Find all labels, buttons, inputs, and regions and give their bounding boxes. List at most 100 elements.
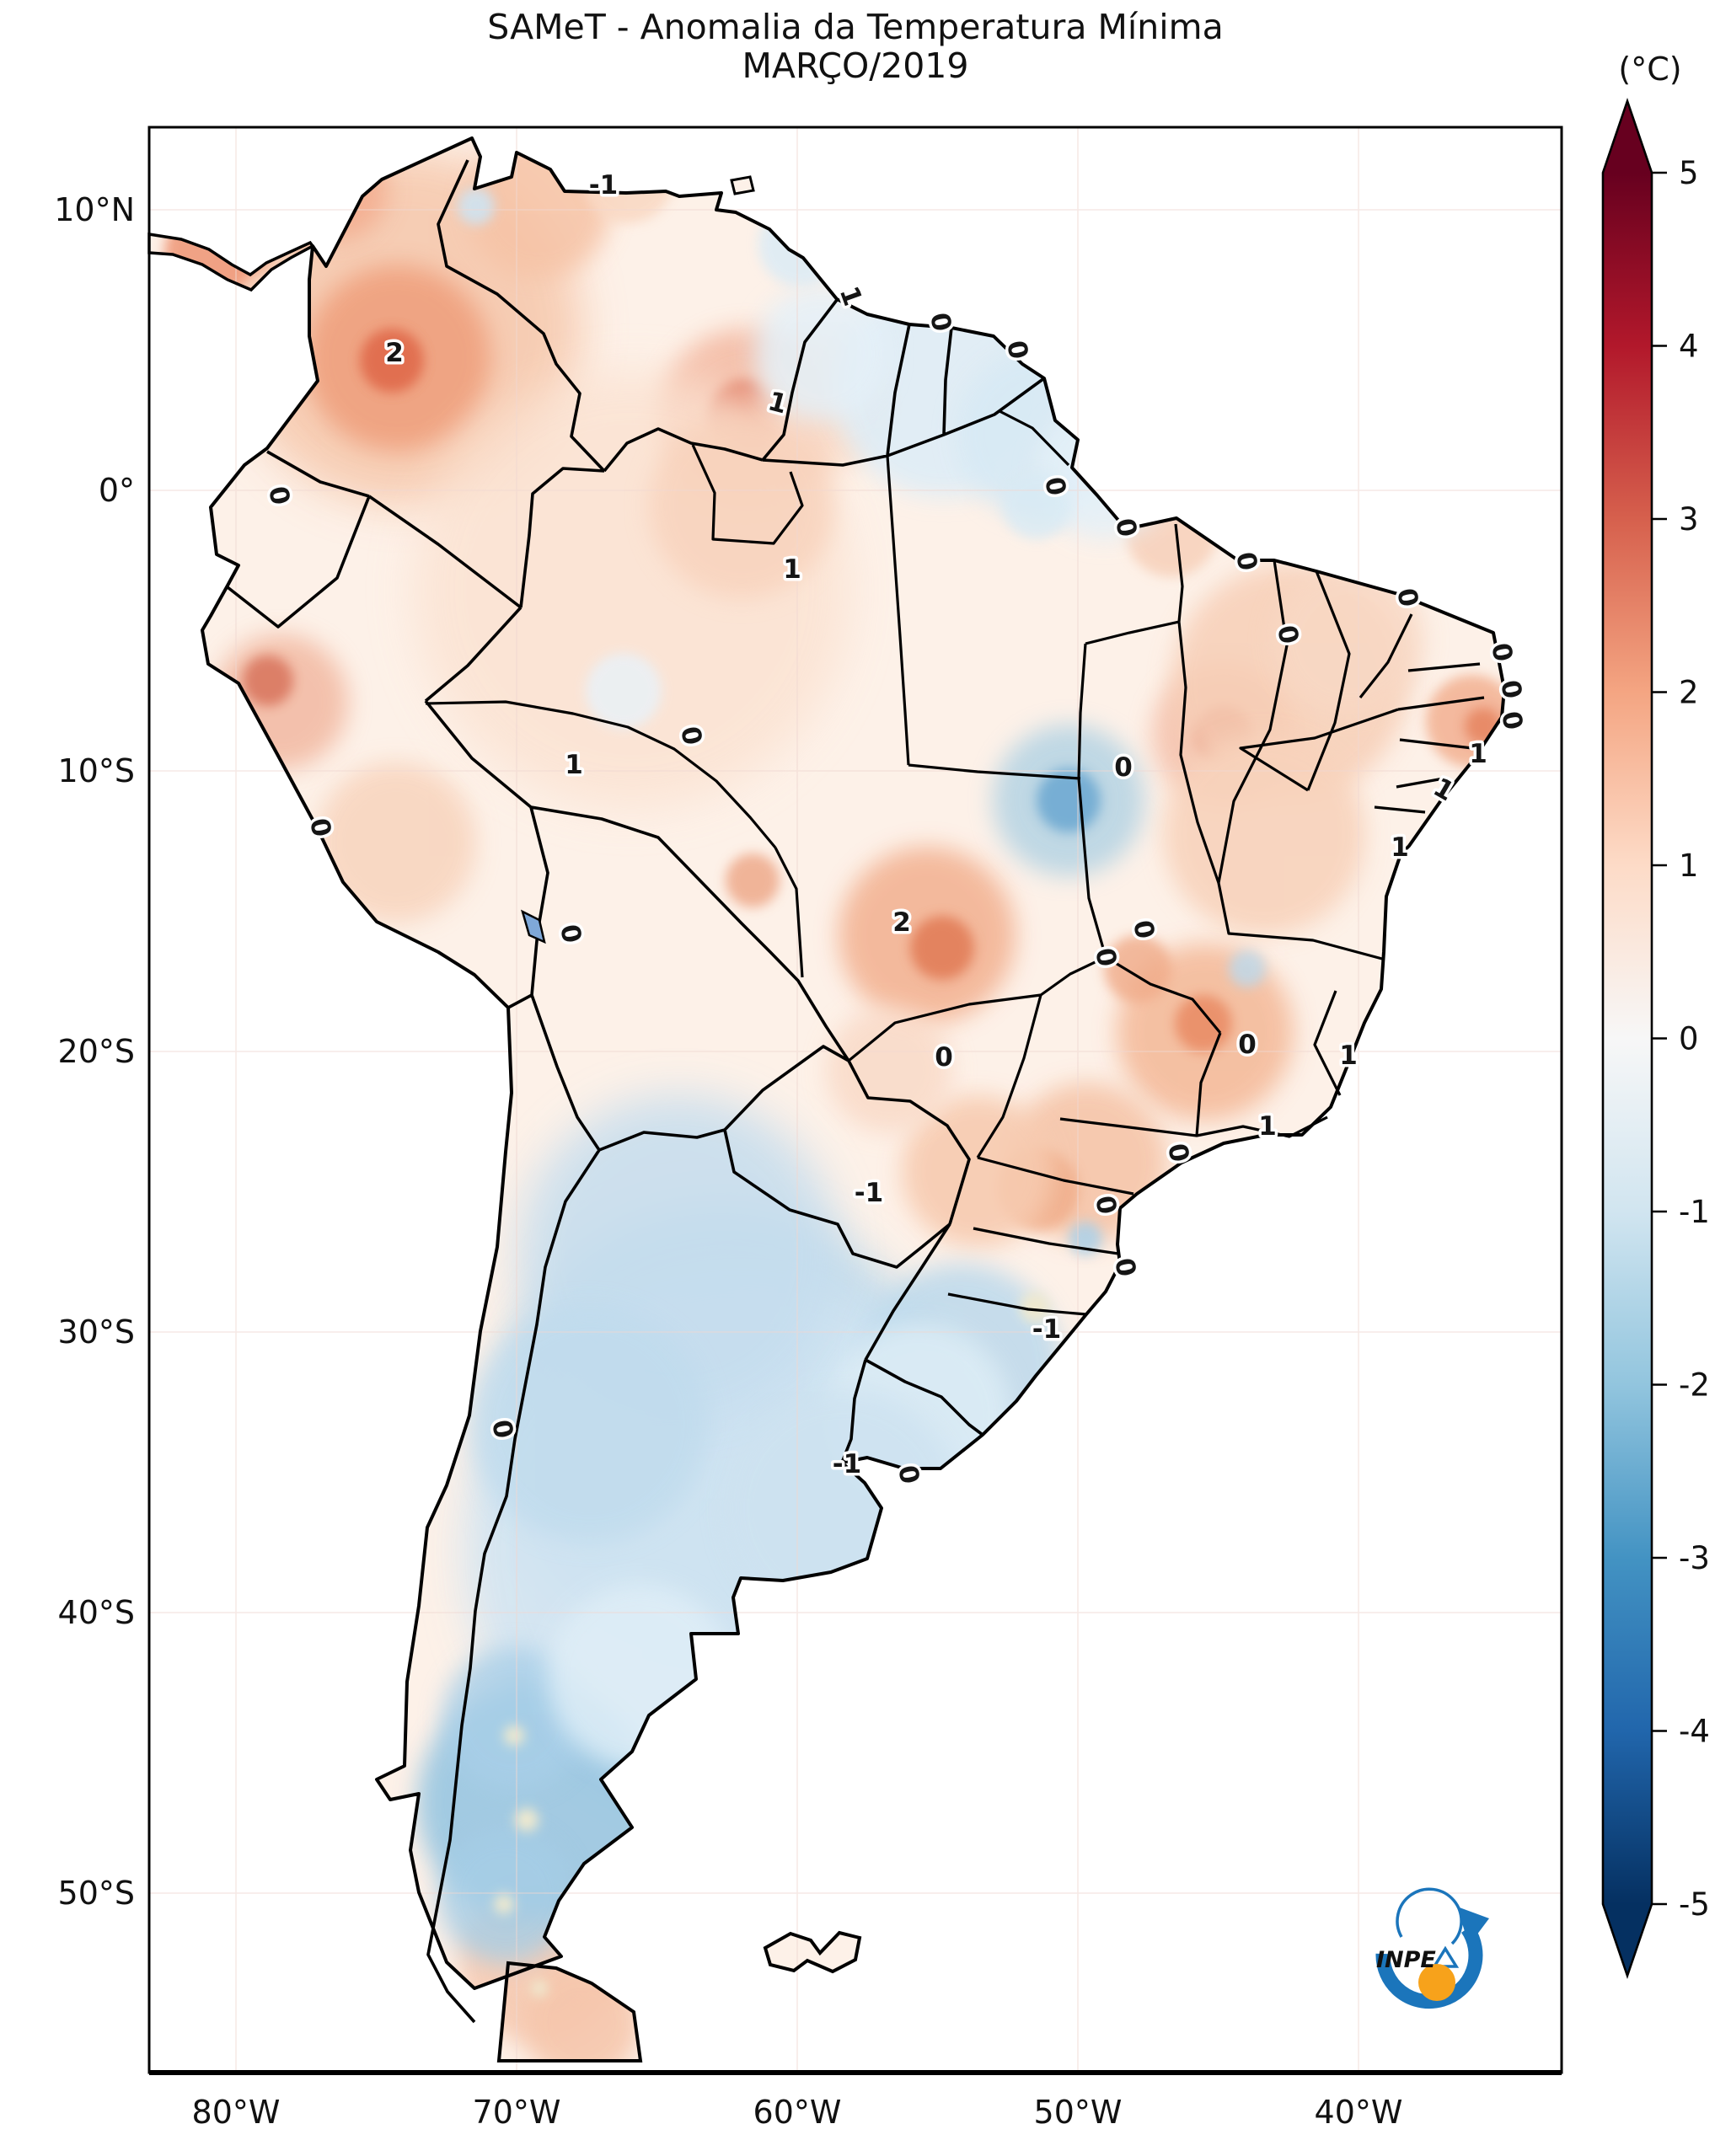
anomaly-blob [1175, 995, 1232, 1052]
nodata-patch [504, 1725, 524, 1746]
colorbar-tick-label: -5 [1679, 1886, 1710, 1923]
lat-tick-label: 10°N [54, 191, 135, 228]
brazil-state-borders [425, 409, 1485, 1316]
colorbar-tick-label: -2 [1679, 1367, 1710, 1404]
contour-value-label: 0 [1114, 752, 1133, 783]
colorbar-tick-label: -1 [1679, 1194, 1710, 1230]
colorbar-gradient [1603, 173, 1652, 1904]
inpe-logo: INPE [1375, 1887, 1489, 2009]
tierra-del-fuego-outline [496, 1961, 643, 2062]
colorbar-tick-label: 3 [1679, 501, 1699, 538]
lat-tick-label: 30°S [58, 1313, 135, 1351]
anomaly-blob [1229, 950, 1266, 987]
contour-value-label: -1 [1032, 1314, 1061, 1345]
contour-value-label: 2 [892, 907, 911, 938]
nodata-patches-layer [494, 1292, 1050, 1997]
contour-value-label: 1 [1258, 1111, 1277, 1142]
anomaly-blob [1273, 564, 1424, 716]
anomaly-blob [1163, 733, 1365, 935]
contour-value-label: -1 [833, 1449, 861, 1479]
lat-tick-label: 10°S [58, 752, 135, 789]
lake-titicaca [521, 909, 546, 944]
colorbar-tick-label: 0 [1679, 1021, 1699, 1057]
nodata-patch [515, 1808, 539, 1832]
anomaly-blob [910, 916, 974, 980]
inpe-logo-orbit-icon [1396, 1887, 1463, 1945]
longitude-axis: 80°W 70°W 60°W 50°W 40°W [192, 2094, 1403, 2131]
page-subtitle: MARÇO/2019 [742, 45, 969, 86]
contour-value-label: 2 [385, 338, 404, 368]
anomaly-blob [360, 329, 424, 393]
contour-value-label: -1 [589, 170, 618, 201]
country-borders [226, 159, 1046, 2024]
anomaly-blob [902, 1095, 1053, 1247]
nodata-patch [1020, 1292, 1050, 1323]
colorbar-tick-label: -4 [1679, 1714, 1710, 1750]
colorbar: (°C) 5 4 3 2 1 0 -1 -2 -3 -4 -5 [1601, 51, 1710, 1980]
colorbar-unit-label: (°C) [1618, 51, 1681, 88]
inpe-logo-down-arrow-icon [1431, 1945, 1460, 1968]
contour-value-label: 1 [1469, 739, 1487, 769]
inpe-logo-text: INPE [1376, 1947, 1436, 1973]
nodata-patch [494, 1894, 514, 1914]
anomaly-blob [726, 853, 780, 907]
anomaly-blob [458, 188, 495, 225]
anomaly-field [149, 138, 1504, 2061]
panama-isthmus-outline [147, 232, 315, 292]
contour-value-label: 1 [1339, 1041, 1358, 1071]
colorbar-over-arrow [1603, 101, 1652, 173]
lon-tick-label: 60°W [753, 2094, 842, 2131]
trinidad-outline [730, 175, 755, 195]
falkland-islands-outline [763, 1930, 862, 1974]
anomaly-blob [472, 1306, 708, 1542]
nodata-patch [531, 1980, 548, 1997]
lat-tick-label: 0° [99, 472, 135, 509]
contour-value-label: 0 [1271, 623, 1304, 647]
anomaly-blob [316, 762, 476, 923]
anomaly-blob [725, 1390, 961, 1626]
contour-value-label: 1 [1391, 832, 1409, 863]
anomaly-blob [1104, 935, 1171, 1003]
anomaly-blob [1003, 472, 1070, 539]
anomaly-blob [993, 725, 1144, 876]
anomaly-blob [758, 202, 843, 286]
colorbar-ticks: 5 4 3 2 1 0 -1 -2 -3 -4 -5 [1652, 155, 1710, 1923]
colorbar-tick-label: 4 [1679, 329, 1699, 365]
anomaly-blob [754, 286, 889, 421]
colorbar-tick-label: 2 [1679, 675, 1699, 711]
coastline [201, 136, 1506, 1990]
lon-tick-label: 70°W [473, 2094, 561, 2131]
inpe-logo-arrowhead-icon [1457, 1907, 1489, 1945]
contour-value-label: 1 [833, 282, 868, 310]
contour-value-label: 1 [783, 554, 801, 585]
lon-tick-label: 80°W [192, 2094, 281, 2131]
colorbar-tick-label: -3 [1679, 1540, 1710, 1576]
anomaly-blob [826, 1007, 952, 1133]
anomaly-blob [275, 199, 319, 243]
lat-tick-label: 20°S [58, 1033, 135, 1070]
lat-tick-label: 50°S [58, 1875, 135, 1912]
colorbar-under-arrow [1603, 1904, 1652, 1976]
page-title: SAMeT - Anomalia da Temperatura Mínima [487, 7, 1223, 47]
lon-tick-label: 40°W [1315, 2094, 1403, 2131]
contour-value-label: 1 [565, 750, 583, 780]
inpe-logo-sun-icon [1418, 1964, 1455, 2001]
contour-value-label: -1 [855, 1178, 883, 1208]
contour-value-label: 0 [1000, 339, 1033, 362]
colorbar-tick-label: 1 [1679, 848, 1699, 884]
anomaly-blob [234, 234, 271, 271]
lat-tick-label: 40°S [58, 1594, 135, 1631]
anomaly-blob [213, 634, 348, 769]
latitude-axis: 10°N 0° 10°S 20°S 30°S 40°S 50°S [54, 191, 135, 1912]
contour-value-label: 0 [935, 1042, 953, 1073]
lon-tick-label: 50°W [1034, 2094, 1123, 2131]
contour-value-label: 0 [1238, 1030, 1257, 1060]
anomaly-blob [649, 413, 834, 598]
graticule [149, 127, 1562, 2071]
colorbar-tick-label: 5 [1679, 155, 1699, 191]
anomaly-blob [586, 653, 662, 729]
anomaly-blob [548, 1584, 733, 1769]
